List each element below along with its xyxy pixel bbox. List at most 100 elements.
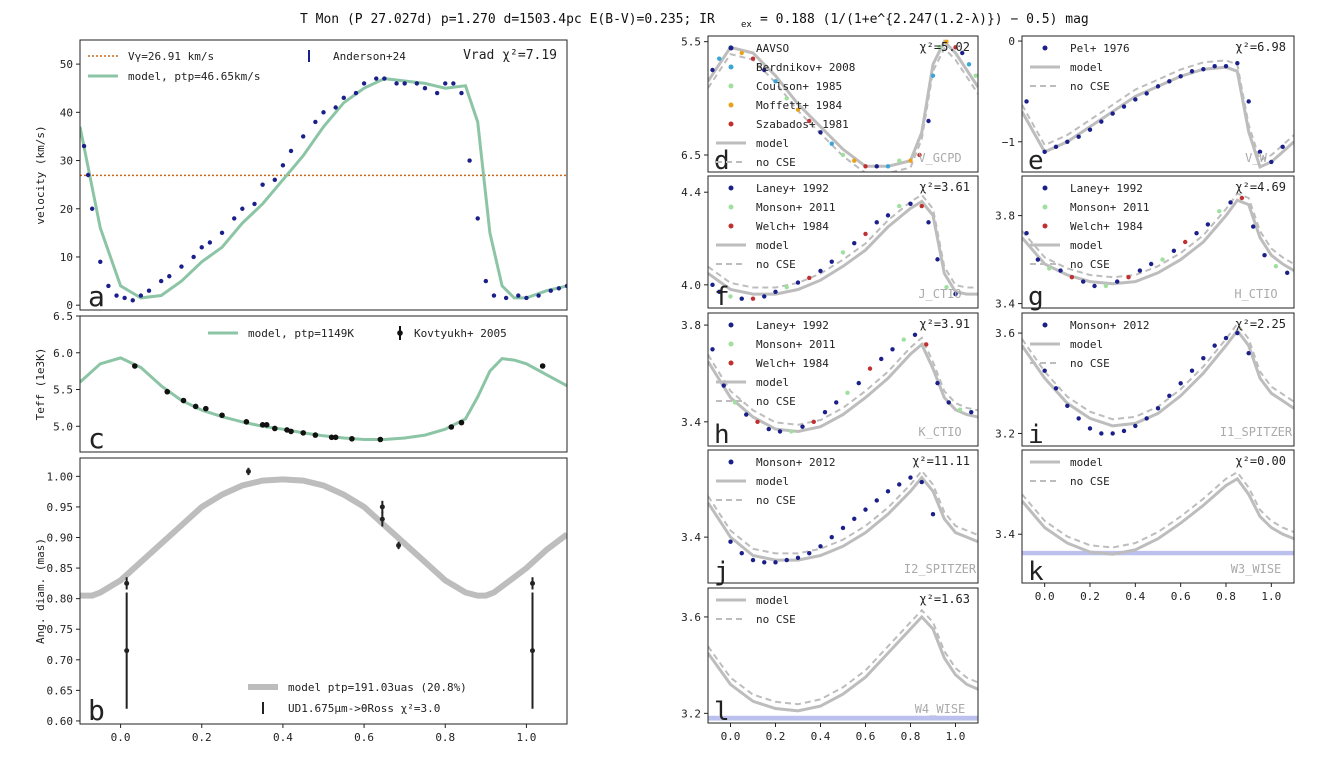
data-point bbox=[1058, 268, 1063, 273]
data-point bbox=[130, 298, 135, 303]
data-point bbox=[773, 560, 778, 565]
legend-label: Vγ=26.91 km/s bbox=[128, 50, 214, 63]
data-point bbox=[773, 79, 778, 84]
data-point bbox=[300, 430, 307, 436]
data-point bbox=[475, 216, 480, 221]
data-point bbox=[829, 259, 834, 264]
data-point bbox=[1092, 283, 1097, 289]
legend-label: no CSE bbox=[756, 395, 796, 408]
data-point bbox=[867, 366, 873, 371]
data-point bbox=[1217, 209, 1222, 214]
y-tick-label: 3.8 bbox=[995, 210, 1015, 223]
legend-marker bbox=[728, 459, 734, 465]
data-point bbox=[762, 67, 767, 73]
legend-label: no CSE bbox=[756, 613, 796, 626]
data-point bbox=[773, 289, 778, 294]
data-point bbox=[1178, 381, 1183, 386]
data-point bbox=[467, 158, 472, 163]
data-point bbox=[1103, 283, 1109, 289]
y-tick-label: 6.5 bbox=[681, 149, 701, 162]
data-point bbox=[1246, 350, 1251, 356]
legend-label: model bbox=[756, 475, 789, 488]
legend-label: Laney+ 1992 bbox=[1070, 182, 1143, 195]
band-label: V_W bbox=[1245, 151, 1267, 165]
legend-marker bbox=[1042, 322, 1048, 328]
x-tick-label: 0.0 bbox=[1035, 590, 1055, 603]
data-point bbox=[272, 177, 277, 183]
panel-a: 0 10 20 30 40 50 a velocity (km/s) Vrad χ²=7.19 V… bbox=[34, 39, 568, 313]
data-point bbox=[199, 245, 204, 250]
band-label: I2_SPITZER bbox=[904, 562, 977, 576]
axes-frame bbox=[707, 312, 979, 447]
data-point bbox=[852, 516, 857, 521]
data-point bbox=[280, 163, 286, 168]
legend-marker bbox=[728, 223, 734, 229]
data-point bbox=[1144, 91, 1149, 96]
figure-title: T Mon (P 27.027d) p=1.270 d=1503.4pc E(B… bbox=[300, 12, 1089, 30]
legend-label: Welch+ 1984 bbox=[756, 220, 829, 233]
data-point bbox=[124, 580, 130, 586]
legend-marker bbox=[397, 330, 403, 336]
x-tick-label: 0.4 bbox=[1125, 590, 1145, 603]
plot-area bbox=[80, 356, 567, 443]
data-point bbox=[1149, 261, 1154, 267]
data-point bbox=[414, 81, 420, 86]
data-point bbox=[953, 291, 958, 297]
data-point bbox=[272, 425, 278, 432]
no-cse-curve bbox=[1022, 59, 1294, 162]
data-point bbox=[829, 141, 834, 146]
data-point bbox=[973, 73, 978, 78]
y-tick-label: 50 bbox=[60, 58, 73, 71]
panel-letter: b bbox=[88, 694, 105, 727]
data-point bbox=[131, 363, 138, 369]
data-point bbox=[219, 412, 225, 419]
chi2-label: Vrad χ²=7.19 bbox=[463, 48, 557, 63]
x-tick-label: 0.2 bbox=[1080, 590, 1100, 603]
band-label: V_GCPD bbox=[918, 151, 961, 165]
x-tick-label: 0.0 bbox=[111, 731, 131, 744]
y-tick-label: 3.6 bbox=[681, 611, 701, 624]
chi2-label: χ²=1.63 bbox=[919, 592, 970, 606]
data-point bbox=[919, 479, 924, 485]
data-point bbox=[503, 295, 509, 301]
data-point bbox=[548, 288, 553, 293]
axes-frame bbox=[707, 175, 979, 309]
data-point bbox=[1235, 330, 1240, 336]
no-cse-curve bbox=[708, 46, 978, 172]
data-point bbox=[930, 512, 936, 517]
data-point bbox=[728, 539, 733, 544]
legend-label: Welch+ 1984 bbox=[1070, 220, 1143, 233]
x-tick-label: 0.2 bbox=[192, 731, 212, 744]
data-point bbox=[969, 409, 974, 415]
data-point bbox=[1042, 368, 1047, 373]
panel-letter: e bbox=[1028, 146, 1044, 176]
data-point bbox=[1201, 355, 1206, 361]
y-tick-label: 5.0 bbox=[53, 420, 73, 433]
data-point bbox=[422, 86, 428, 91]
data-point bbox=[818, 130, 823, 135]
data-point bbox=[874, 220, 879, 225]
plot-area bbox=[708, 469, 978, 565]
data-point bbox=[717, 56, 722, 61]
x-tick-label: 1.0 bbox=[1261, 590, 1281, 603]
model-curve bbox=[80, 77, 567, 300]
y-tick-label: 3.2 bbox=[995, 427, 1015, 440]
data-point bbox=[840, 525, 846, 531]
model-curve bbox=[708, 614, 978, 713]
y-tick-label: 1.00 bbox=[47, 470, 74, 483]
no-cse-curve bbox=[708, 336, 978, 426]
data-point bbox=[1189, 368, 1195, 373]
title-main: T Mon (P 27.027d) p=1.270 d=1503.4pc E(B… bbox=[300, 12, 715, 27]
panel-l: W4_WISE l χ²=1.63 model no CSE 3.2 3.6 0.0 0.2 0.… bbox=[681, 587, 979, 743]
legend-label: model bbox=[756, 376, 789, 389]
data-point bbox=[935, 380, 940, 386]
data-point bbox=[953, 45, 958, 50]
data-point bbox=[1024, 99, 1029, 104]
y-tick-label: 0.70 bbox=[47, 654, 74, 667]
data-point bbox=[1047, 266, 1052, 271]
data-point bbox=[377, 436, 384, 443]
data-point bbox=[164, 388, 171, 395]
y-tick-label: 5.5 bbox=[53, 384, 73, 397]
x-tick-label: 1.0 bbox=[946, 730, 966, 743]
